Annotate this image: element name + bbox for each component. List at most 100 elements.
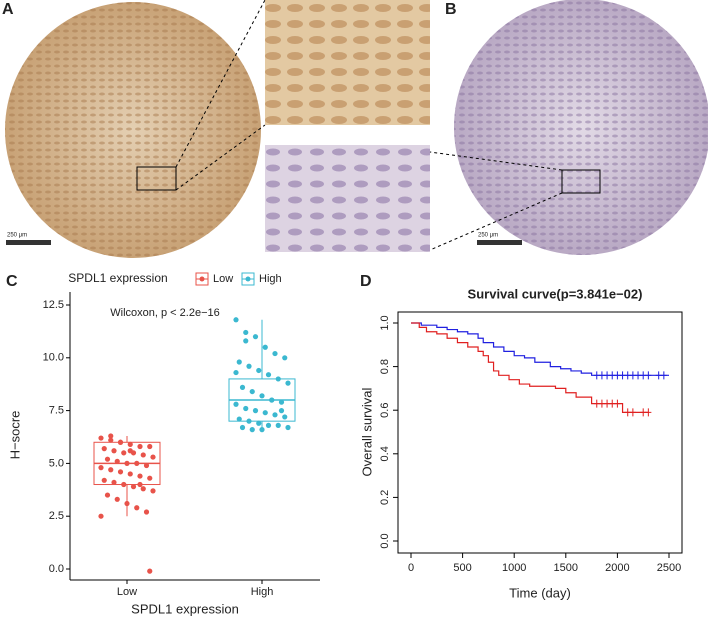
censor-mark (604, 399, 611, 408)
panel-label: A (2, 1, 14, 18)
point (252, 334, 259, 340)
legend-label: High (259, 273, 282, 285)
legend-label: Low (213, 273, 233, 285)
point (108, 437, 114, 443)
point (130, 484, 137, 490)
scale-text: 250 μm (478, 233, 498, 239)
point (249, 388, 255, 395)
point (98, 513, 104, 519)
panel-label: D (360, 273, 372, 290)
x-tick-label: 0 (408, 562, 414, 574)
censor-mark (598, 371, 605, 380)
zoom-lines (175, 0, 563, 251)
censor-mark (614, 399, 621, 408)
point (239, 424, 246, 431)
point (134, 460, 140, 466)
point (127, 448, 133, 454)
censor-mark (635, 371, 642, 380)
censor-mark (593, 399, 600, 408)
point (236, 416, 242, 422)
chart-title: Survival curve(p=3.841e−02) (468, 286, 643, 301)
y-tick-label: 0.8 (379, 359, 391, 374)
y-tick-label: 0.4 (379, 446, 391, 461)
point (137, 443, 143, 450)
point (111, 448, 117, 454)
point (124, 500, 130, 507)
point (98, 465, 104, 471)
point (278, 399, 285, 405)
point (252, 408, 259, 414)
legend-swatch (245, 276, 251, 282)
censor-mark (624, 408, 631, 417)
point (147, 443, 153, 450)
censor-mark (640, 371, 647, 380)
panel-label: B (445, 1, 457, 18)
point (233, 317, 239, 323)
point (239, 384, 246, 390)
point (143, 462, 150, 469)
censor-mark (629, 408, 636, 417)
survival-curve (411, 322, 669, 376)
point (114, 496, 120, 502)
point (269, 397, 275, 403)
point (101, 446, 107, 452)
censor-mark (619, 371, 626, 380)
point (147, 568, 153, 574)
point (114, 458, 120, 464)
point (117, 469, 124, 475)
point (147, 475, 153, 481)
point (140, 486, 146, 492)
point (108, 433, 114, 439)
annotation: Wilcoxon, p < 2.2e−16 (110, 307, 219, 319)
legend-title: SPDL1 expression (68, 271, 167, 285)
point (243, 329, 249, 336)
roi-b (561, 169, 601, 194)
point (117, 439, 124, 445)
point (137, 481, 143, 488)
censor-mark (609, 371, 616, 380)
point (272, 350, 278, 357)
point (108, 467, 114, 473)
point (256, 367, 262, 374)
point (150, 488, 156, 494)
censor-mark (598, 399, 605, 408)
zoom-line (429, 151, 563, 171)
point (127, 441, 133, 447)
point (262, 410, 268, 416)
point (143, 509, 150, 515)
roi-a (136, 166, 177, 191)
censor-mark (624, 371, 631, 380)
point (127, 471, 133, 477)
point (272, 412, 278, 418)
scale-bar (6, 240, 51, 245)
point (233, 401, 239, 407)
point (243, 338, 249, 344)
point (246, 363, 252, 369)
y-tick-label: 7.5 (49, 405, 64, 417)
zoom-line (175, 0, 266, 168)
y-axis-label: H−socre (7, 411, 22, 460)
legend-swatch (199, 276, 205, 282)
point (111, 479, 117, 486)
censor-mark (614, 371, 621, 380)
y-tick-label: 0.2 (379, 490, 391, 505)
y-tick-label: 2.5 (49, 510, 64, 522)
censor-mark (645, 408, 652, 417)
scale-text: 250 μm (7, 233, 27, 239)
x-tick-label: High (251, 586, 274, 598)
point (121, 450, 127, 456)
scale-bar (477, 240, 522, 245)
point (124, 460, 130, 466)
censor-mark (645, 371, 652, 380)
x-tick-label: Low (117, 586, 137, 598)
point (265, 372, 272, 378)
y-tick-label: 1.0 (379, 315, 391, 330)
point (98, 435, 104, 441)
point (275, 376, 281, 382)
zoom-a (265, 0, 430, 125)
point (246, 418, 252, 424)
y-tick-label: 0.6 (379, 403, 391, 418)
y-tick-label: 5.0 (49, 457, 64, 469)
point (236, 359, 242, 365)
